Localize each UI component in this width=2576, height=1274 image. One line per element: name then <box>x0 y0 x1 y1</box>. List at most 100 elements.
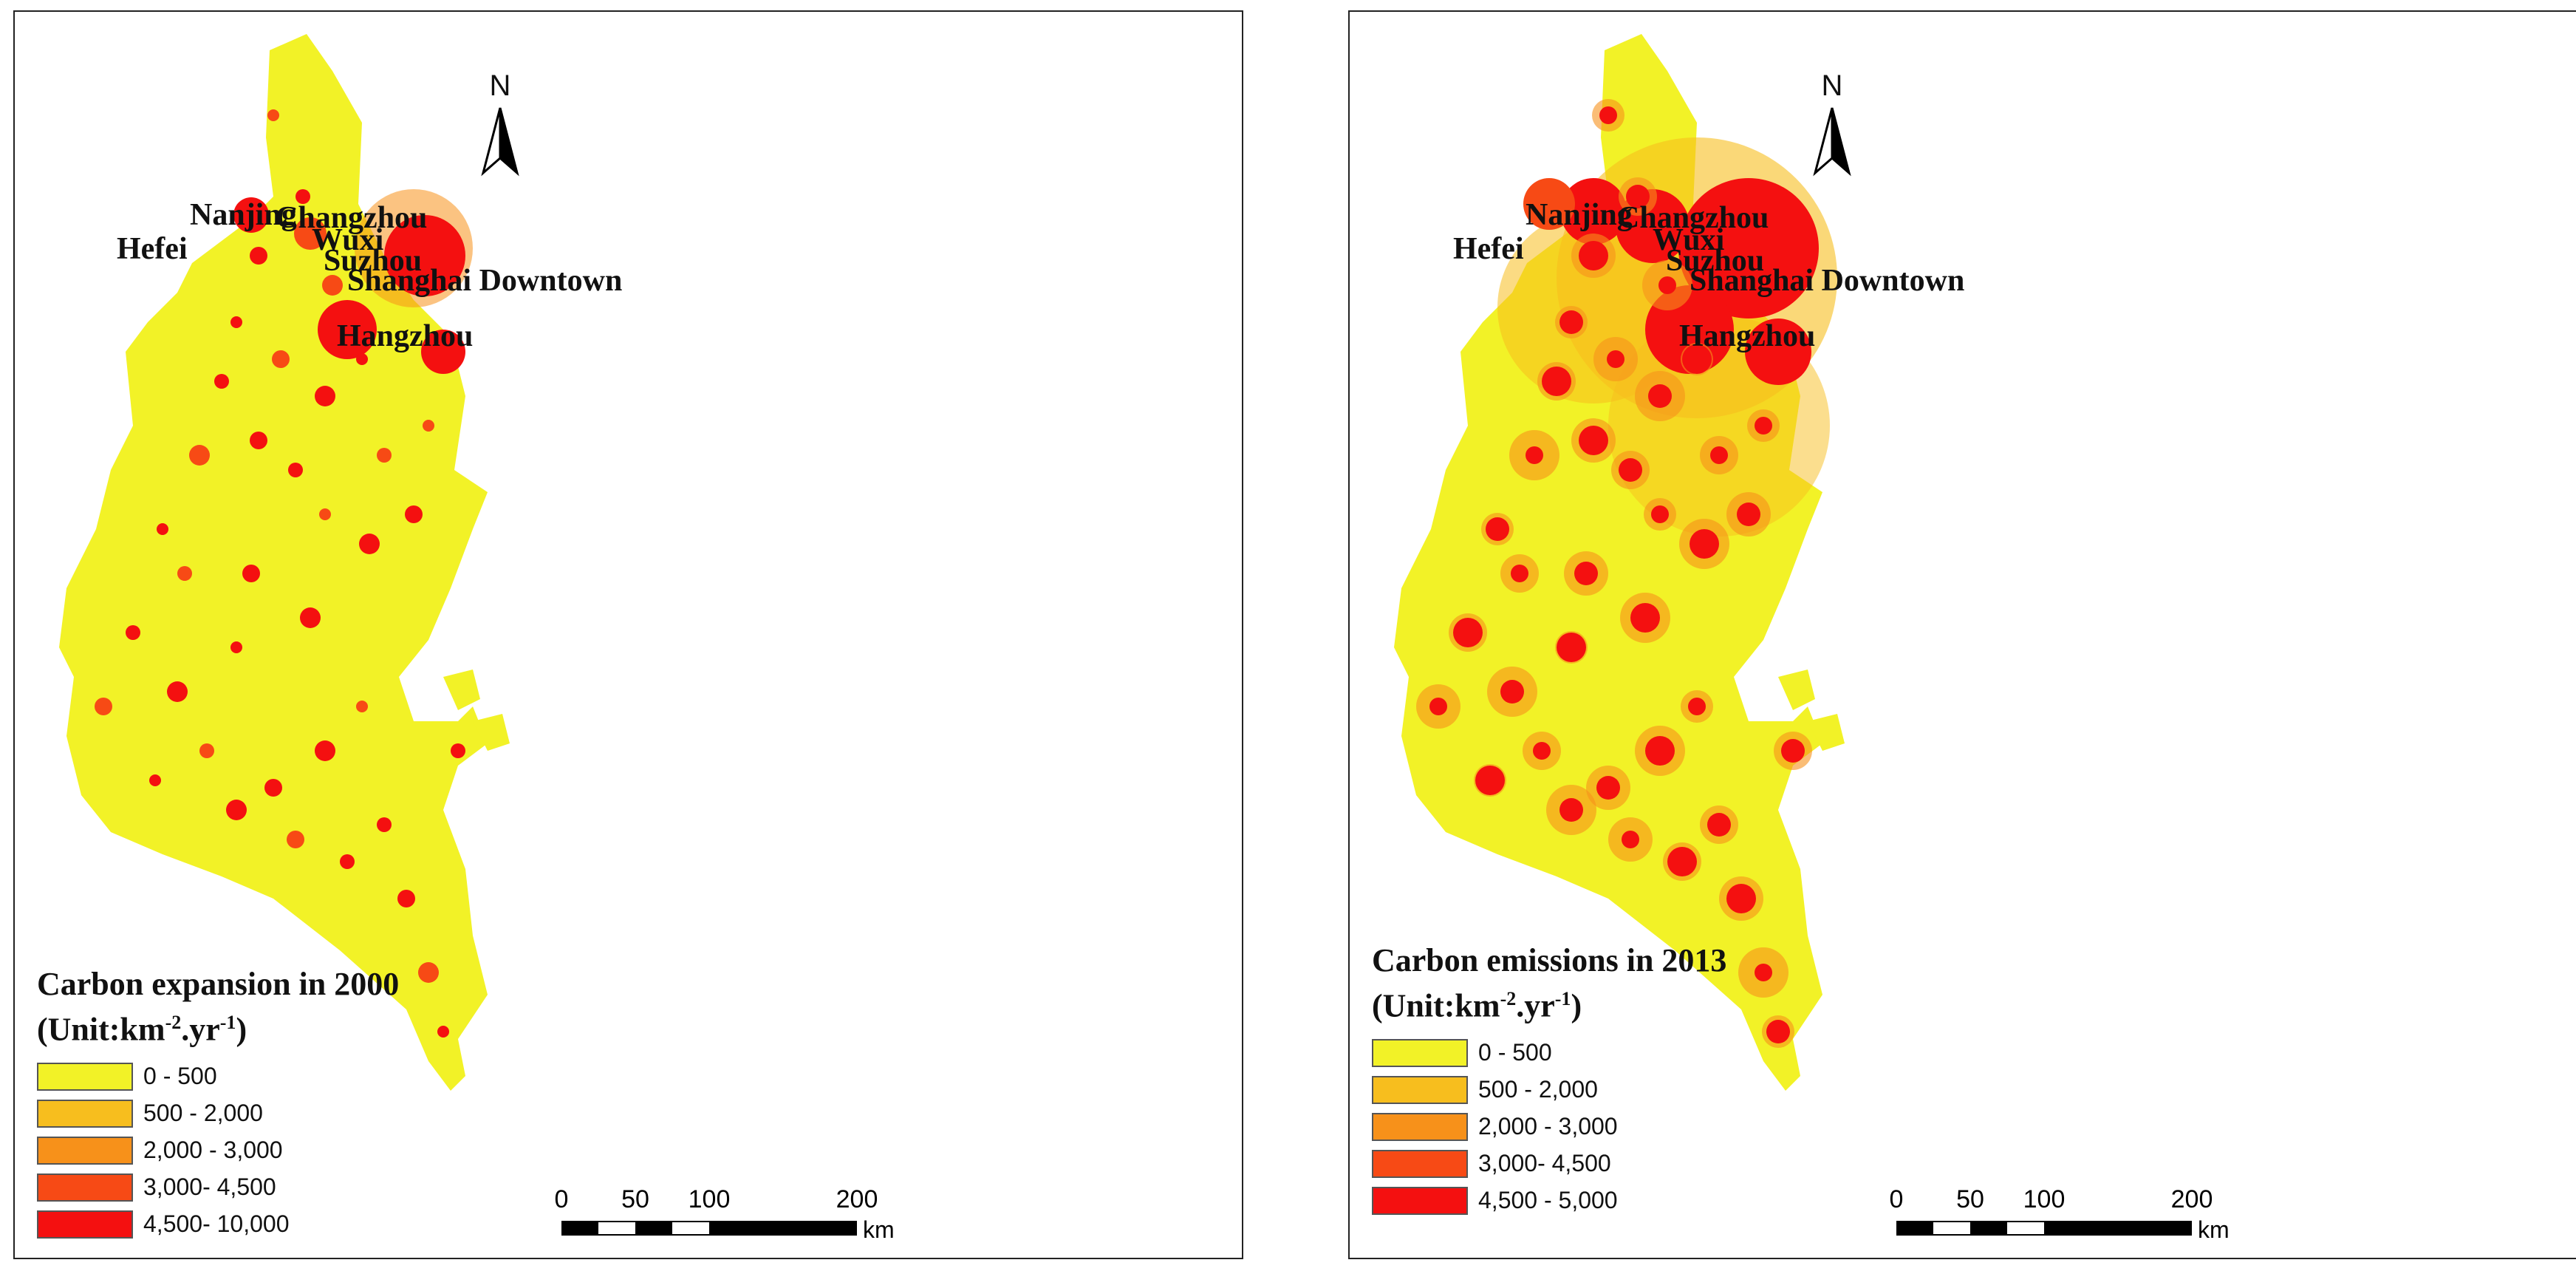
region-map-2013 <box>1394 34 1845 1091</box>
hotspot <box>177 566 192 581</box>
hotspot <box>377 448 392 463</box>
legend-item: 3,000- 4,500 <box>37 1169 399 1206</box>
hotspot <box>1475 766 1505 795</box>
hotspot <box>1726 884 1756 913</box>
coastal-fragments <box>1778 670 1845 751</box>
city-label-changzhou: Changzhou <box>276 201 428 235</box>
hotspot <box>1658 276 1676 294</box>
hotspot <box>1500 680 1524 704</box>
scale-tick: 200 <box>836 1185 878 1213</box>
hotspot <box>1453 618 1483 647</box>
hotspot <box>300 607 321 628</box>
map-panel-2013: N Hefei Nanjing Changzhou Wuxi Suzhou Sh… <box>1348 10 2576 1259</box>
hotspot <box>1559 798 1583 822</box>
city-label-wuxi: Wuxi <box>1653 223 1725 257</box>
scale-bar: 0 50 100 200 km <box>555 1185 946 1253</box>
hotspot <box>322 275 343 296</box>
scale-tick: 0 <box>554 1185 569 1213</box>
hotspot <box>1690 529 1719 559</box>
hotspot <box>418 962 439 983</box>
legend-label: 2,000 - 3,000 <box>143 1137 283 1164</box>
hotspot <box>294 217 327 250</box>
north-arrow-icon <box>1813 107 1851 177</box>
coastal-fragments <box>443 670 510 751</box>
legend-label: 4,500 - 5,000 <box>1478 1187 1618 1214</box>
hotspot <box>1574 562 1598 585</box>
hotspot <box>1533 742 1551 760</box>
hotspot <box>1557 633 1586 662</box>
hotspot <box>295 189 310 204</box>
hotspot <box>1766 1020 1790 1043</box>
hotspot <box>359 534 380 554</box>
legend-label: 2,000 - 3,000 <box>1478 1113 1618 1140</box>
city-label-shanghai: Shanghai Downtown <box>1690 264 1965 298</box>
city-label-changzhou: Changzhou <box>1617 201 1769 235</box>
hotspot <box>1526 446 1543 464</box>
hotspot <box>230 641 242 653</box>
hotspot <box>95 698 112 715</box>
hotspot <box>1542 367 1571 396</box>
hotspot <box>149 774 161 786</box>
north-arrow-icon <box>481 107 519 177</box>
legend-swatch <box>37 1136 133 1165</box>
emission-hotspots <box>1416 99 1837 1048</box>
hotspot <box>340 854 355 869</box>
city-label-wuxi: Wuxi <box>312 223 384 257</box>
region-map-2000 <box>59 34 510 1091</box>
hotspot <box>189 445 210 466</box>
scale-unit: km <box>2198 1216 2230 1243</box>
hotspot <box>1707 813 1731 837</box>
hotspot <box>1755 964 1772 981</box>
hotspot <box>1429 698 1447 715</box>
map-panel-2000: N Hefei Nanjing Changzhou Wuxi Suzhou Sh… <box>13 10 1243 1259</box>
legend-item: 3,000- 4,500 <box>1372 1145 1726 1182</box>
hotspot <box>264 779 282 797</box>
city-label-hangzhou: Hangzhou <box>337 319 474 353</box>
hotspot <box>1645 736 1675 766</box>
legend-swatch <box>37 1099 133 1128</box>
hotspot <box>1755 417 1772 435</box>
hotspot <box>1667 847 1697 876</box>
hotspot <box>397 890 415 907</box>
city-label-hefei: Hefei <box>117 232 188 266</box>
hotspot <box>423 420 434 432</box>
hotspot <box>157 523 168 535</box>
legend-item: 2,000 - 3,000 <box>1372 1108 1726 1145</box>
hotspot <box>1651 505 1669 523</box>
scale-tick: 100 <box>688 1185 731 1213</box>
legend-title: Carbon emissions in 2013 <box>1372 942 1727 978</box>
legend-item: 2,000 - 3,000 <box>37 1132 399 1169</box>
legend-item: 0 - 500 <box>1372 1035 1726 1072</box>
legend-item: 500 - 2,000 <box>1372 1072 1726 1108</box>
legend-label: 500 - 2,000 <box>1478 1076 1598 1103</box>
hotspot <box>315 740 335 761</box>
hotspot <box>288 463 303 477</box>
hotspot <box>405 505 423 523</box>
north-arrow: N <box>467 71 533 189</box>
hotspot <box>384 215 465 296</box>
legend-label: 0 - 500 <box>1478 1039 1552 1066</box>
hotspot <box>272 350 290 368</box>
hotspot <box>319 508 331 520</box>
hotspot <box>167 681 188 702</box>
city-label-hefei: Hefei <box>1453 232 1524 266</box>
emission-hotspots <box>95 109 473 1038</box>
hotspot <box>1596 776 1620 800</box>
hotspot <box>1626 185 1650 208</box>
legend-item: 500 - 2,000 <box>37 1095 399 1132</box>
scale-tick: 0 <box>1889 1185 1904 1213</box>
hotspot <box>1678 178 1819 318</box>
hotspot <box>1486 517 1509 541</box>
hotspot <box>250 432 267 449</box>
legend-label: 4,500- 10,000 <box>143 1210 290 1238</box>
legend-swatch <box>37 1062 133 1091</box>
hotspot <box>356 701 368 712</box>
hotspot <box>1579 241 1608 270</box>
hotspot <box>1688 698 1706 715</box>
legend-item: 4,500- 10,000 <box>37 1206 399 1243</box>
scale-tick: 50 <box>621 1185 649 1213</box>
north-label: N <box>1821 69 1843 102</box>
hotspot <box>356 353 368 365</box>
legend-2000: Carbon expansion in 2000 (Unit:km-2.yr-1… <box>37 965 399 1243</box>
legend-swatch <box>1372 1038 1468 1067</box>
